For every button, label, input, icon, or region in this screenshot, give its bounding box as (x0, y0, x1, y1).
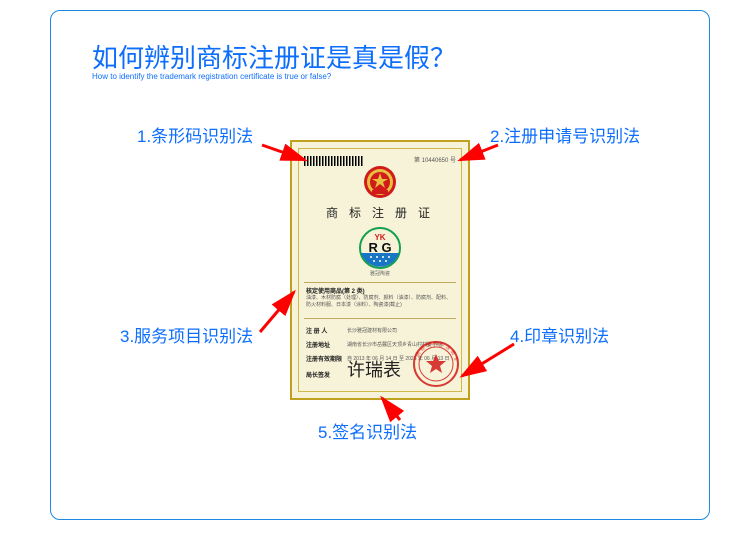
field-value-registrant: 长沙雅冠建材有限公司 (347, 327, 397, 334)
certificate-title: 商 标 注 册 证 (292, 204, 468, 221)
logo-subtitle: 雅冠陶瓷 (292, 270, 468, 277)
title-english: How to identify the trademark registrati… (92, 72, 331, 81)
divider (304, 282, 456, 283)
signature: 许瑞表 (347, 356, 401, 382)
svg-text:R G: R G (368, 240, 391, 255)
registration-number: 第 10440650 号 (414, 155, 456, 164)
field-label-director: 局长签发 (306, 370, 330, 379)
callout-5-signature: 5.签名识别法 (318, 418, 417, 443)
title-chinese: 如何辨别商标注册证是真是假？ (92, 38, 456, 75)
barcode (304, 156, 364, 166)
callout-3-services: 3.服务项目识别法 (120, 322, 253, 347)
national-emblem-icon (362, 164, 398, 200)
official-seal-icon: 商 标 局 商 标 注 册 专 用 (412, 340, 460, 388)
certificate: 第 10440650 号 商 标 注 册 证 YK R G 雅冠陶瓷 核定使用商… (290, 140, 470, 400)
field-label-address: 注册地址 (306, 340, 330, 349)
divider (304, 318, 456, 319)
callout-4-seal: 4.印章识别法 (510, 322, 609, 347)
section-body: 油漆、木材防腐（处理）、防腐剂、颜料（油漆）、防腐剂、配料、防火材料服、日本漆（… (306, 295, 454, 309)
callout-1-barcode: 1.条形码识别法 (137, 122, 253, 147)
section-header: 核定使用商品(第 2 类) (306, 286, 365, 295)
field-label-validity: 注册有效期限 (306, 354, 342, 363)
callout-2-reg-number: 2.注册申请号识别法 (490, 122, 640, 147)
trademark-logo: YK R G (359, 227, 401, 269)
field-label-registrant: 注 册 人 (306, 326, 327, 335)
